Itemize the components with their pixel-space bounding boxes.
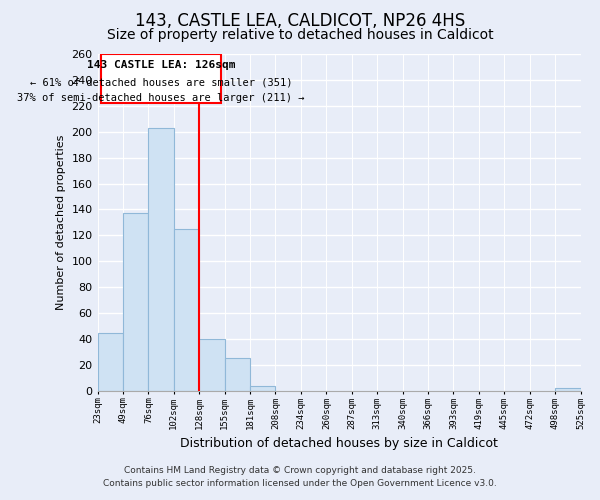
Text: Size of property relative to detached houses in Caldicot: Size of property relative to detached ho… bbox=[107, 28, 493, 42]
Text: 143, CASTLE LEA, CALDICOT, NP26 4HS: 143, CASTLE LEA, CALDICOT, NP26 4HS bbox=[135, 12, 465, 30]
Text: 143 CASTLE LEA: 126sqm: 143 CASTLE LEA: 126sqm bbox=[87, 60, 235, 70]
Bar bbox=[250, 386, 275, 391]
Text: Contains HM Land Registry data © Crown copyright and database right 2025.
Contai: Contains HM Land Registry data © Crown c… bbox=[103, 466, 497, 487]
Bar bbox=[123, 214, 148, 391]
FancyBboxPatch shape bbox=[101, 54, 221, 103]
Y-axis label: Number of detached properties: Number of detached properties bbox=[56, 134, 66, 310]
X-axis label: Distribution of detached houses by size in Caldicot: Distribution of detached houses by size … bbox=[180, 437, 498, 450]
Bar bbox=[174, 229, 199, 391]
Bar bbox=[98, 332, 123, 391]
Text: ← 61% of detached houses are smaller (351): ← 61% of detached houses are smaller (35… bbox=[30, 78, 292, 88]
Bar bbox=[224, 358, 250, 391]
Bar bbox=[199, 339, 224, 391]
Bar bbox=[555, 388, 581, 391]
Text: 37% of semi-detached houses are larger (211) →: 37% of semi-detached houses are larger (… bbox=[17, 93, 305, 103]
Bar bbox=[148, 128, 174, 391]
